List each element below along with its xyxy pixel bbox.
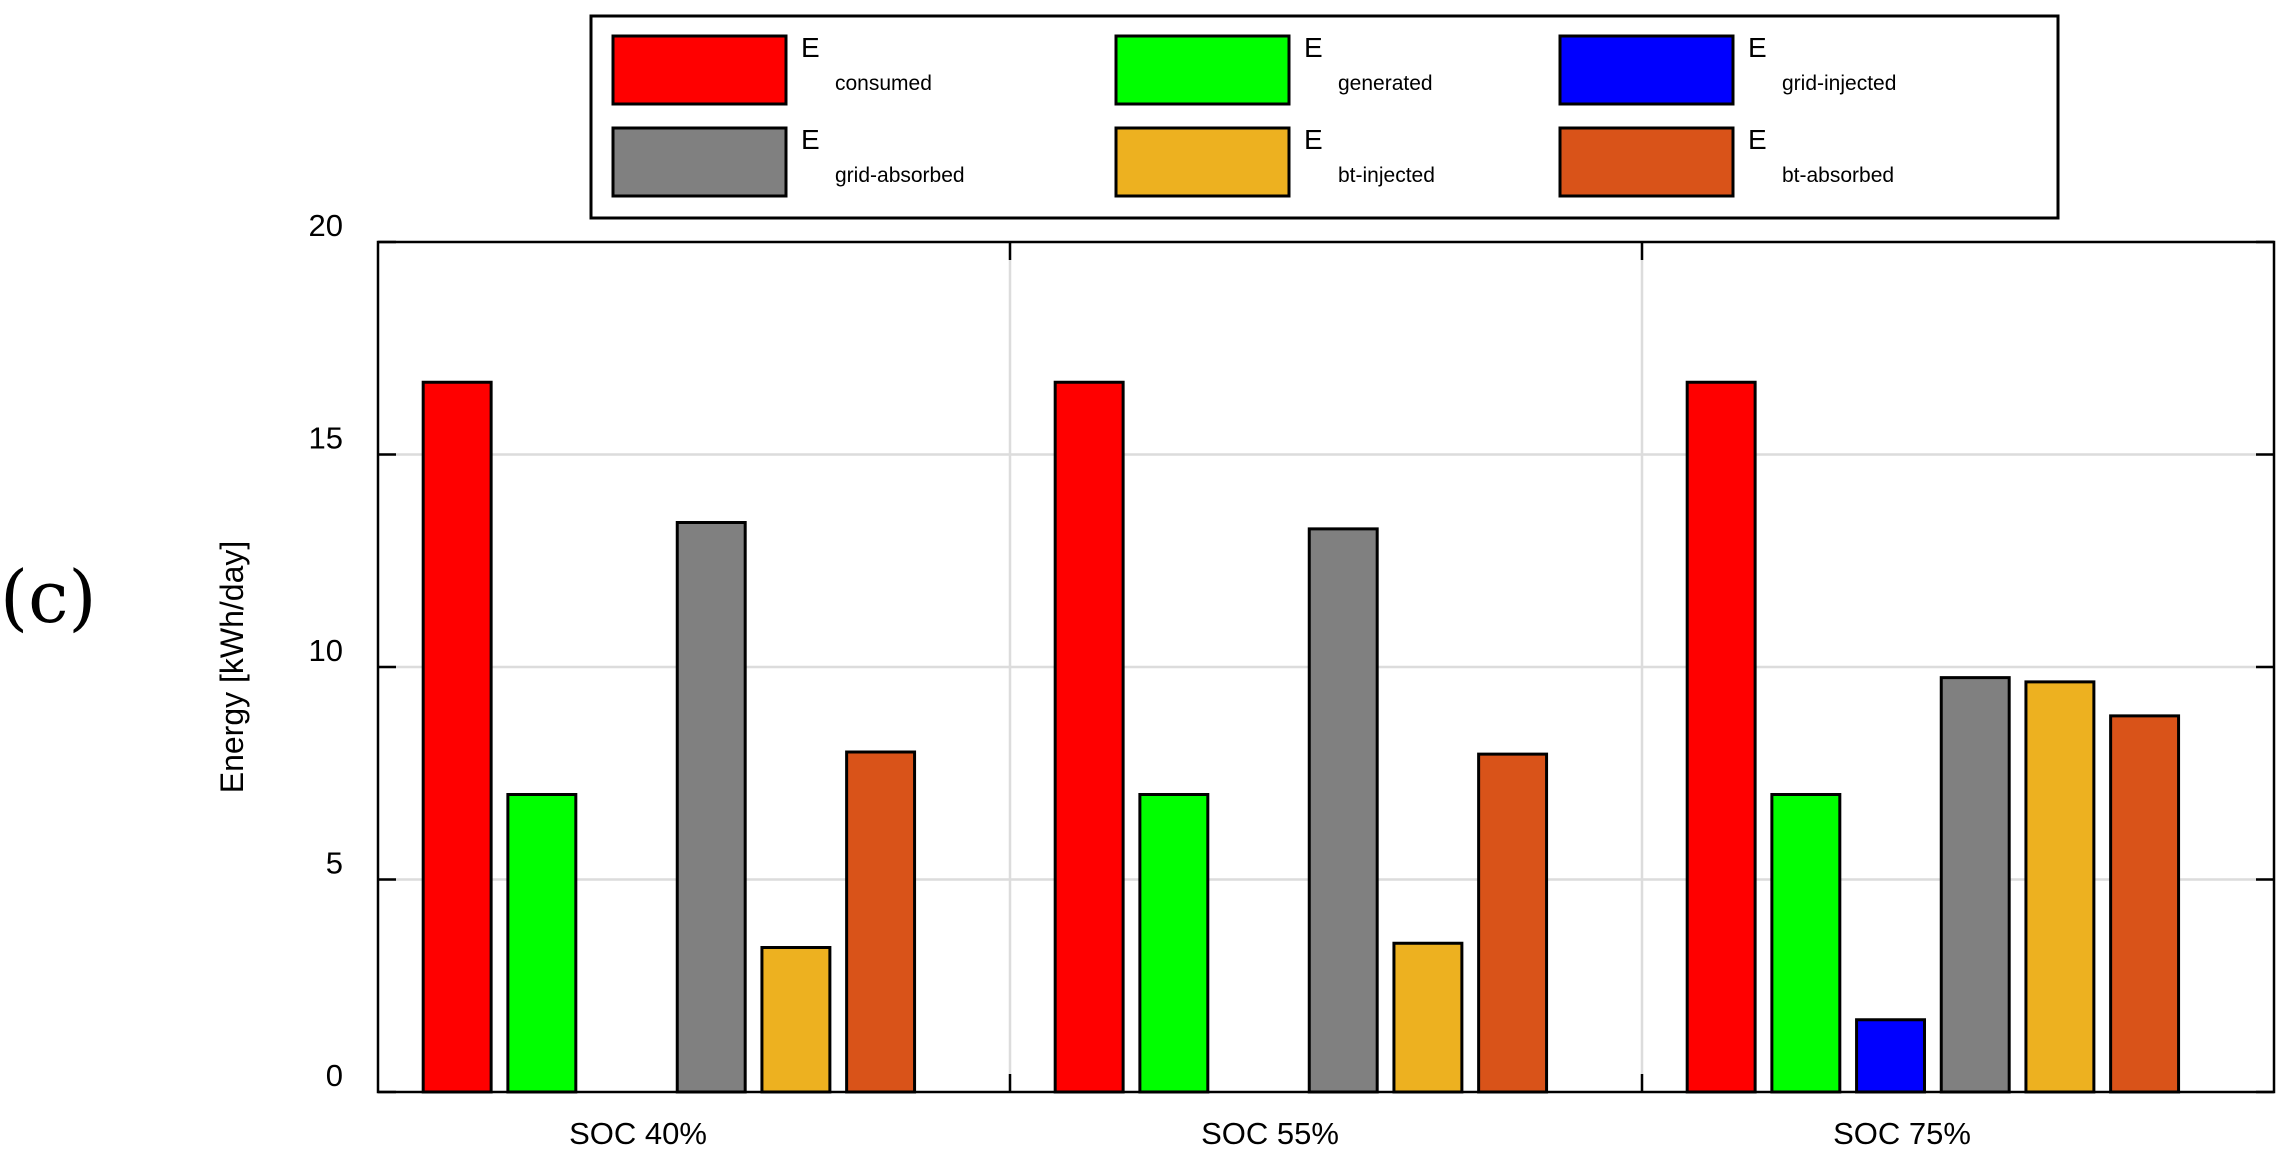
bar-consumed-1 xyxy=(421,380,493,1094)
bar-bt-absorbed-3 xyxy=(2109,714,2181,1094)
x-tick-label: SOC 40% xyxy=(569,1116,707,1151)
bar-bt-absorbed-2 xyxy=(1477,752,1549,1094)
legend-label-bt-absorbed: E xyxy=(1748,124,1767,155)
y-tick-label: 15 xyxy=(309,421,343,456)
legend-subscript-bt-injected: bt-injected xyxy=(1338,164,1435,187)
legend-swatch-grid-injected xyxy=(1558,34,1735,106)
bar-generated-2 xyxy=(1138,793,1210,1094)
legend-subscript-consumed: consumed xyxy=(835,72,932,95)
legend-swatch-generated xyxy=(1114,34,1291,106)
bar-grid-absorbed-3 xyxy=(1939,676,2011,1094)
bar-generated-3 xyxy=(1770,793,1842,1094)
legend-label-consumed: E xyxy=(801,32,820,63)
legend-subscript-grid-injected: grid-injected xyxy=(1782,72,1896,95)
legend-swatch-grid-absorbed xyxy=(611,126,788,198)
bar-grid-absorbed-1 xyxy=(675,521,747,1094)
bar-consumed-2 xyxy=(1053,380,1125,1094)
legend-swatch-bt-absorbed xyxy=(1558,126,1735,198)
y-axis-label: Energy [kWh/day] xyxy=(214,541,250,794)
bar-grid-absorbed-2 xyxy=(1307,527,1379,1094)
bar-generated-1 xyxy=(506,793,578,1094)
bar-grid-injected-3 xyxy=(1855,1018,1927,1094)
legend-subscript-generated: generated xyxy=(1338,72,1433,95)
x-tick-label: SOC 55% xyxy=(1201,1116,1339,1151)
legend-label-bt-injected: E xyxy=(1304,124,1323,155)
y-tick-label: 10 xyxy=(309,633,343,668)
x-tick-label: SOC 75% xyxy=(1833,1116,1971,1151)
y-tick-label: 0 xyxy=(326,1058,343,1093)
legend-swatch-consumed xyxy=(611,34,788,106)
bar-bt-injected-1 xyxy=(760,946,832,1094)
bar-bt-injected-2 xyxy=(1392,941,1464,1094)
legend-label-grid-absorbed: E xyxy=(801,124,820,155)
legend-box xyxy=(589,14,2060,220)
panel-label: (c) xyxy=(0,555,97,639)
bar-bt-absorbed-1 xyxy=(845,750,917,1094)
y-tick-label: 5 xyxy=(326,846,343,881)
bar-bt-injected-3 xyxy=(2024,680,2096,1094)
legend-swatch-bt-injected xyxy=(1114,126,1291,198)
legend-subscript-grid-absorbed: grid-absorbed xyxy=(835,164,965,187)
legend-label-generated: E xyxy=(1304,32,1323,63)
legend-label-grid-injected: E xyxy=(1748,32,1767,63)
legend-subscript-bt-absorbed: bt-absorbed xyxy=(1782,164,1894,187)
bar-consumed-3 xyxy=(1685,380,1757,1094)
y-tick-label: 20 xyxy=(309,208,343,243)
